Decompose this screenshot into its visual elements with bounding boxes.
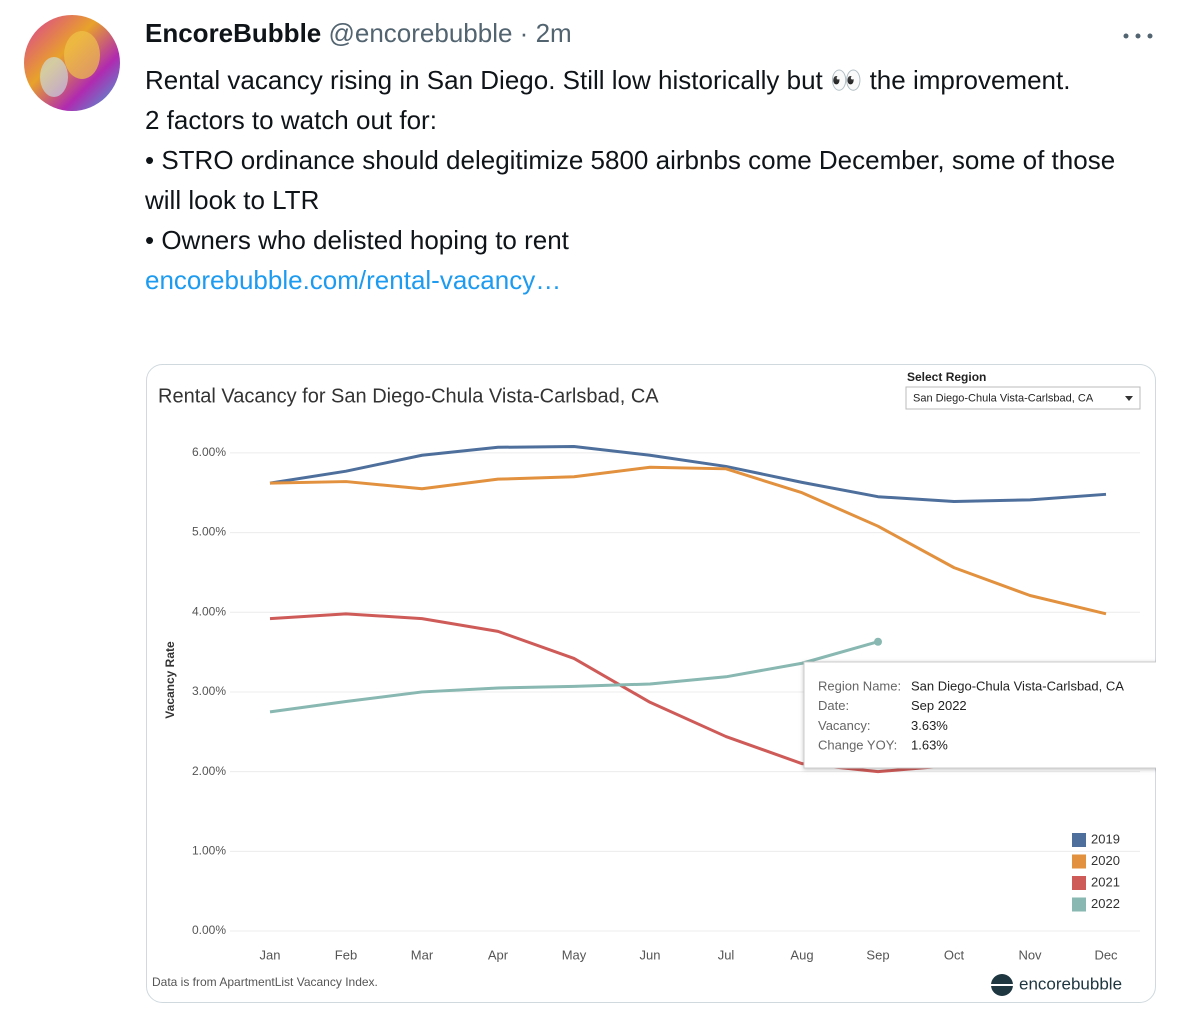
tooltip-label: Date: [818, 698, 849, 713]
filter-value: San Diego-Chula Vista-Carlsbad, CA [913, 392, 1094, 404]
x-tick-label: Jun [640, 947, 661, 962]
series-line [269, 640, 879, 714]
user-handle[interactable]: @encorebubble [328, 18, 513, 48]
series-line [269, 445, 1107, 503]
tooltip-value: 3.63% [911, 718, 948, 733]
y-tick-label: 3.00% [192, 684, 226, 698]
x-tick-label: Feb [335, 947, 357, 962]
tooltip-label: Region Name: [818, 678, 901, 693]
legend-label: 2019 [1091, 831, 1120, 846]
brand-name: encorebubble [1019, 974, 1122, 993]
text-line: • STRO ordinance should delegitimize 580… [145, 145, 1116, 215]
legend-swatch [1072, 897, 1086, 912]
y-tick-label: 2.00% [192, 764, 226, 778]
x-tick-label: Sep [866, 947, 889, 962]
tweet-header: EncoreBubble @encorebubble · 2m [145, 18, 572, 48]
x-tick-label: Oct [944, 947, 965, 962]
link[interactable]: encorebubble.com/rental-vacancy… [145, 265, 562, 295]
y-tick-label: 4.00% [192, 604, 226, 618]
dropdown-arrow [1125, 396, 1133, 401]
chart-title: Rental Vacancy for San Diego-Chula Vista… [158, 385, 659, 407]
footnote: Data is from ApartmentList Vacancy Index… [152, 975, 378, 989]
avatar[interactable] [24, 15, 120, 111]
y-tick-label: 5.00% [192, 525, 226, 539]
legend-label: 2022 [1091, 896, 1120, 911]
filter-select[interactable] [905, 386, 1141, 410]
text-line: Rental vacancy rising in San Diego. Stil… [145, 65, 1071, 95]
x-tick-label: Apr [488, 947, 509, 962]
x-tick-label: Dec [1094, 947, 1118, 962]
legend-swatch [1072, 854, 1086, 869]
x-tick-label: Nov [1018, 947, 1042, 962]
legend-swatch [1072, 876, 1086, 890]
y-tick-label: 6.00% [192, 445, 226, 459]
tooltip-label: Change YOY: [818, 738, 897, 753]
tooltip-value: San Diego-Chula Vista-Carlsbad, CA [911, 678, 1124, 693]
filter-label: Select Region [907, 370, 986, 384]
x-tick-label: May [562, 947, 587, 962]
legend-label: 2020 [1091, 853, 1120, 868]
user-name[interactable]: EncoreBubble [145, 18, 322, 48]
x-tick-label: Mar [411, 947, 434, 962]
timestamp[interactable]: 2m [535, 18, 572, 48]
y-tick-label: 1.00% [192, 843, 226, 857]
point [874, 637, 882, 646]
tooltip-value: 1.63% [911, 738, 948, 753]
series-line [269, 465, 1107, 616]
legend-swatch [1072, 833, 1086, 847]
text-line: • Owners who delisted hoping to rent [145, 225, 569, 255]
tooltip-box [803, 661, 1156, 769]
x-tick-label: Aug [790, 947, 813, 962]
tooltip-value: Sep 2022 [911, 698, 967, 713]
chart-card[interactable]: Rental Vacancy for San Diego-Chula Vista… [146, 364, 1156, 1003]
text-line: 2 factors to watch out for: [145, 105, 437, 135]
brand-logo-cut [990, 984, 1014, 986]
y-axis-label: Vacancy Rate [163, 641, 177, 719]
x-tick-label: Jul [718, 947, 735, 962]
legend-label: 2021 [1091, 874, 1120, 889]
tweet-text: Rental vacancy rising in San Diego. Stil… [145, 60, 1155, 300]
tooltip-label: Vacancy: [818, 718, 871, 733]
y-tick-label: 0.00% [192, 923, 226, 937]
x-tick-label: Jan [260, 947, 281, 962]
more-menu[interactable] [1120, 28, 1156, 44]
